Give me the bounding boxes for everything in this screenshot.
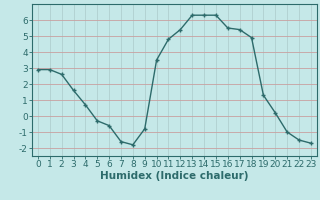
X-axis label: Humidex (Indice chaleur): Humidex (Indice chaleur)	[100, 171, 249, 181]
